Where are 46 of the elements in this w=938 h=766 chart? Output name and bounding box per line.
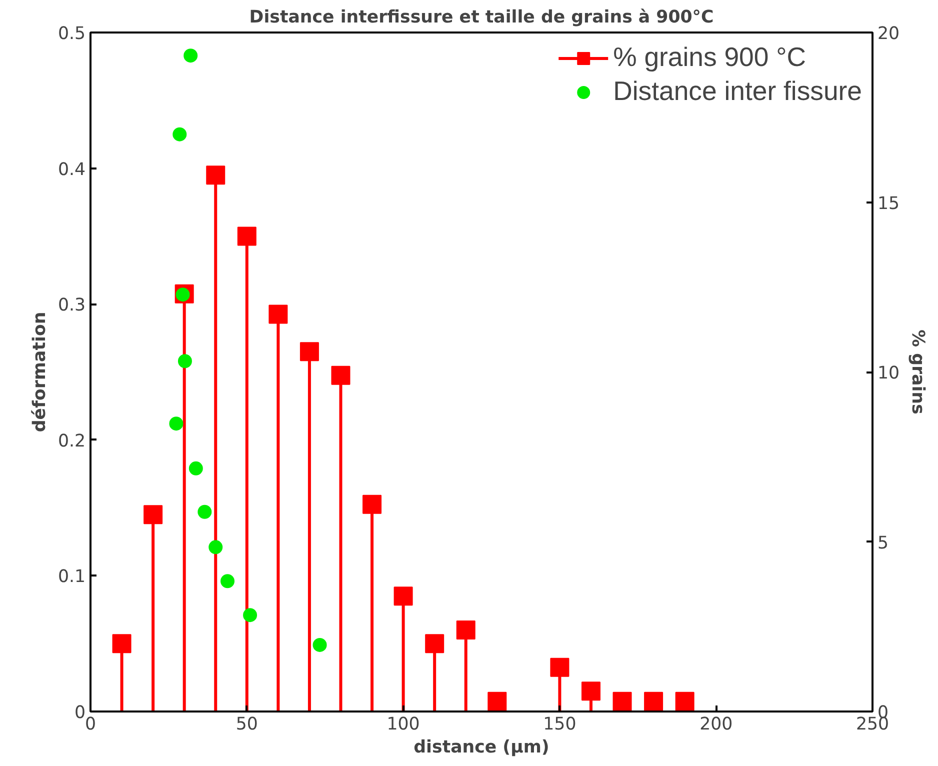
y2-axis-title: % grains — [908, 330, 928, 414]
y-tick-label: 0.1 — [58, 567, 86, 588]
point — [331, 366, 350, 385]
point — [488, 692, 507, 711]
point — [208, 540, 223, 554]
y-tick-label: 0.3 — [58, 296, 86, 316]
y2-tick-label: 5 — [878, 533, 889, 554]
point — [188, 461, 203, 476]
y-tick-label: 0.2 — [58, 431, 86, 452]
chart-title: Distance interfissure et taille de grains à 900°C — [249, 8, 714, 28]
point — [198, 504, 212, 519]
point — [612, 692, 632, 711]
x-tick-label: 150 — [543, 714, 576, 734]
point — [144, 505, 163, 524]
point — [394, 586, 413, 606]
legend-label: Distance inter fissure — [613, 76, 862, 107]
point — [268, 304, 288, 324]
point — [243, 608, 258, 622]
x-tick-label: 50 — [236, 714, 258, 734]
point — [172, 127, 187, 142]
y-axis-title: déformation — [30, 312, 50, 432]
point — [425, 634, 444, 654]
y-tick-label: 0.4 — [58, 160, 86, 180]
point — [220, 574, 235, 588]
point — [300, 342, 319, 362]
x-tick-label: 200 — [700, 714, 733, 734]
point — [178, 354, 192, 368]
y2-tick-label: 10 — [878, 364, 900, 384]
point — [169, 416, 184, 431]
point — [206, 166, 226, 185]
point — [112, 634, 132, 654]
point — [184, 48, 198, 63]
point — [581, 682, 600, 701]
x-axis-title: distance (µm) — [414, 738, 550, 758]
y-tick-label: 0.5 — [58, 24, 86, 44]
point — [456, 620, 476, 640]
point — [550, 658, 570, 677]
y2-tick-label: 20 — [878, 24, 900, 44]
point — [675, 692, 694, 711]
point — [237, 226, 256, 246]
x-tick-label: 100 — [386, 714, 420, 734]
point — [312, 638, 327, 652]
legend-label: % grains 900 °C — [613, 42, 806, 73]
point — [644, 692, 664, 711]
point — [362, 494, 382, 514]
y2-tick-label: 15 — [878, 194, 900, 214]
